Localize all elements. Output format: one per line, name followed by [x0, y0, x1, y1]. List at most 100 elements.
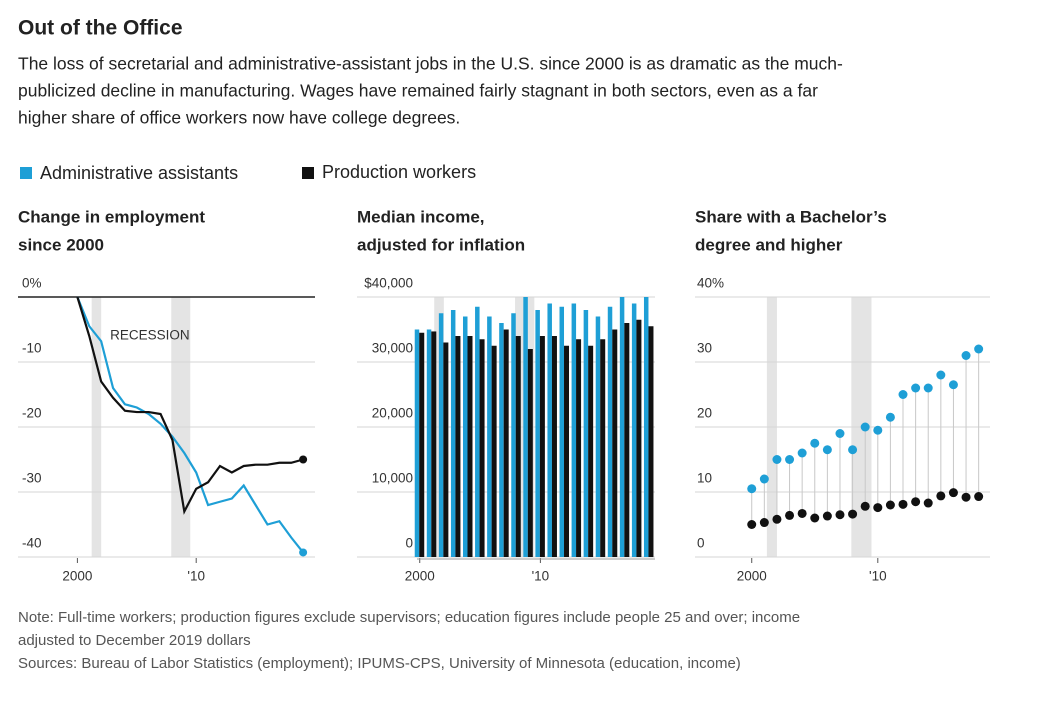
- x-tick-label: '10: [869, 569, 887, 584]
- bar: [479, 339, 485, 557]
- dot: [759, 474, 769, 484]
- dot: [885, 412, 895, 422]
- bar: [426, 329, 432, 557]
- y-tick-label: 0: [697, 536, 705, 551]
- bar: [475, 306, 480, 557]
- y-tick-label: -20: [22, 406, 42, 421]
- y-tick-label: 0%: [22, 276, 42, 291]
- dot: [772, 514, 782, 524]
- dot: [948, 380, 958, 390]
- bar: [547, 303, 552, 557]
- note: adjusted to December 2019 dollars: [18, 632, 251, 649]
- bar: [419, 332, 425, 557]
- bar: [576, 339, 582, 557]
- bar: [523, 297, 528, 557]
- dot: [860, 422, 870, 432]
- dot: [948, 488, 958, 498]
- dot: [961, 492, 971, 502]
- x-tick-label: '10: [532, 569, 550, 584]
- subtitle: The loss of secretarial and administrati…: [18, 54, 843, 74]
- dot: [785, 455, 795, 464]
- y-tick-label: 30: [697, 341, 712, 356]
- dot: [936, 491, 946, 501]
- panel-title: degree and higher: [695, 235, 843, 254]
- dot: [923, 498, 933, 508]
- dot: [911, 497, 921, 507]
- bar: [607, 306, 613, 557]
- y-tick-label: 0: [405, 536, 413, 551]
- dot: [974, 344, 984, 354]
- dot: [885, 500, 895, 510]
- bar: [431, 331, 437, 557]
- panel-title: Share with a Bachelor’s: [695, 207, 887, 226]
- bar: [643, 297, 649, 557]
- bar: [612, 329, 618, 557]
- bar: [455, 336, 461, 557]
- panel-title: Change in employment: [18, 207, 205, 226]
- sources: Sources: Bureau of Labor Statistics (emp…: [18, 655, 741, 672]
- bar: [631, 303, 637, 557]
- bar: [636, 319, 642, 557]
- y-tick-label: 40%: [697, 276, 724, 291]
- bar: [551, 336, 557, 557]
- bar: [535, 310, 540, 557]
- end-dot: [299, 548, 308, 557]
- y-tick-label: 20: [697, 406, 712, 421]
- bar: [450, 310, 456, 557]
- bar: [624, 323, 630, 557]
- bar: [559, 306, 565, 557]
- bar: [571, 303, 577, 557]
- bar: [487, 316, 492, 557]
- y-tick-label: 30,000: [372, 341, 413, 356]
- bar: [600, 339, 606, 557]
- y-tick-label: 20,000: [372, 406, 413, 421]
- legend-label: Administrative assistants: [40, 163, 238, 183]
- x-tick-label: 2000: [62, 569, 92, 584]
- y-tick-label: 10,000: [372, 471, 413, 486]
- end-dot: [299, 455, 308, 464]
- panel-title: adjusted for inflation: [357, 235, 525, 254]
- dot: [772, 455, 782, 464]
- bar: [588, 345, 594, 557]
- dot: [810, 438, 820, 448]
- bar: [462, 316, 468, 557]
- dot: [848, 445, 858, 455]
- dot: [797, 508, 807, 518]
- dot: [860, 501, 870, 511]
- dot: [835, 429, 845, 438]
- dot: [911, 383, 921, 393]
- bar: [527, 349, 533, 557]
- dot: [898, 499, 908, 509]
- dot: [747, 520, 757, 529]
- dot: [873, 503, 883, 513]
- dot: [797, 448, 807, 458]
- bar: [595, 316, 601, 557]
- dot: [873, 425, 883, 435]
- bar: [583, 310, 589, 557]
- bar: [503, 329, 509, 557]
- dot: [936, 370, 946, 380]
- bar: [511, 313, 516, 557]
- y-tick-label: -10: [22, 341, 42, 356]
- dot: [822, 445, 832, 455]
- line: [76, 296, 304, 554]
- dot: [961, 351, 971, 360]
- legend-swatch: [302, 167, 314, 179]
- dot: [974, 492, 984, 502]
- bar: [438, 313, 444, 557]
- bar: [414, 329, 420, 557]
- subtitle: higher share of office workers now have …: [18, 108, 460, 128]
- dot: [810, 513, 820, 523]
- x-tick-label: 2000: [737, 569, 767, 584]
- dot: [822, 511, 832, 521]
- y-tick-label: $40,000: [364, 276, 413, 291]
- dot: [785, 510, 795, 520]
- line: [76, 296, 304, 515]
- bar: [619, 297, 625, 557]
- y-tick-label: -40: [22, 536, 42, 551]
- bar: [648, 326, 654, 557]
- bar: [564, 345, 570, 557]
- dot: [747, 484, 757, 494]
- bar: [515, 336, 521, 557]
